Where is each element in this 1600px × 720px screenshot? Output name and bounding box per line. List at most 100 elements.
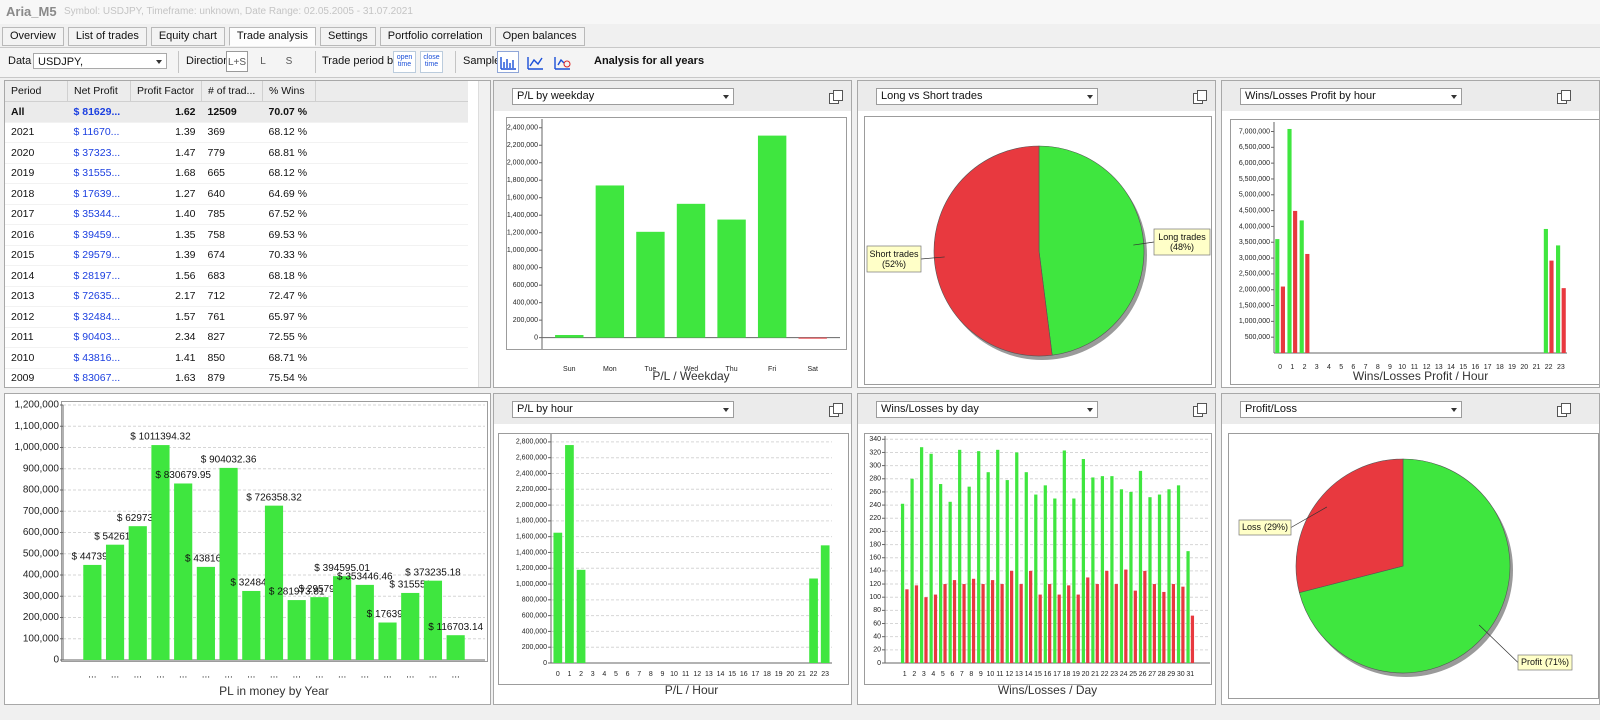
bar bbox=[1167, 489, 1171, 663]
symbol-combo[interactable]: USDJPY, bbox=[33, 53, 167, 69]
x-tick-label: 20 bbox=[786, 671, 794, 678]
table-cell: 1.40 bbox=[130, 204, 202, 225]
y-tick-label: 600,000 bbox=[522, 612, 547, 619]
table-row[interactable]: 2010 $ 43816... 1.41 850 68.71 % bbox=[5, 347, 468, 369]
direction-button[interactable]: L bbox=[260, 56, 266, 67]
copy-button[interactable] bbox=[828, 402, 844, 418]
y-tick-label: 1,200,000 bbox=[15, 400, 60, 411]
pie-slice bbox=[1038, 145, 1145, 356]
copy-button[interactable] bbox=[828, 89, 844, 105]
x-tick-label: ... bbox=[224, 670, 232, 681]
tab[interactable]: List of trades bbox=[67, 27, 147, 46]
x-tick-label: 17 bbox=[752, 671, 760, 678]
bar bbox=[996, 449, 1000, 663]
x-tick-label: 13 bbox=[705, 671, 713, 678]
bar bbox=[555, 335, 584, 338]
table-cell: 1.56 bbox=[130, 265, 202, 287]
dropdown-arrow bbox=[1451, 408, 1457, 412]
copy-button[interactable] bbox=[1192, 402, 1208, 418]
chart-selector[interactable]: Profit/Loss bbox=[1240, 401, 1462, 418]
table-row[interactable]: 2012 $ 32484... 1.57 761 65.97 % bbox=[5, 306, 468, 328]
table-cell-spacer bbox=[315, 204, 468, 225]
value-label: $ 176398 bbox=[367, 609, 409, 620]
tab[interactable]: Overview bbox=[2, 27, 64, 46]
table-row[interactable]: 2020 $ 37323... 1.47 779 68.81 % bbox=[5, 142, 468, 164]
chart-header: P/L by weekday bbox=[494, 81, 851, 111]
table-cell-spacer bbox=[315, 245, 468, 266]
tab[interactable]: Trade analysis bbox=[228, 27, 317, 46]
x-tick-label: Fri bbox=[768, 366, 777, 373]
table-cell-spacer bbox=[315, 347, 468, 369]
chart-selector[interactable]: P/L by hour bbox=[512, 401, 734, 418]
x-tick-label: 0 bbox=[1278, 364, 1282, 371]
y-tick-label: 5,500,000 bbox=[1239, 176, 1270, 183]
chart-selector[interactable]: Wins/Losses by day bbox=[876, 401, 1098, 418]
bar bbox=[355, 584, 374, 660]
tab[interactable]: Equity chart bbox=[150, 27, 225, 46]
icon-sample bbox=[554, 57, 570, 70]
table-row[interactable]: All $ 81629... 1.62 12509 70.07 % bbox=[5, 101, 468, 123]
x-tick-label: ... bbox=[429, 670, 437, 681]
table-row[interactable]: 2013 $ 72635... 2.17 712 72.47 % bbox=[5, 286, 468, 307]
direction-button[interactable]: L+S bbox=[226, 51, 248, 72]
copy-button[interactable] bbox=[1556, 89, 1572, 105]
close-time-button[interactable]: close time bbox=[420, 51, 443, 73]
direction-button[interactable]: S bbox=[285, 56, 293, 67]
y-tick-label: 200,000 bbox=[522, 644, 547, 651]
table-cell: $ 90403... bbox=[67, 327, 131, 348]
slice-label: Long trades (48%) bbox=[1158, 232, 1206, 252]
chart-selector[interactable]: Long vs Short trades bbox=[876, 88, 1098, 105]
bar bbox=[1148, 497, 1152, 663]
tab[interactable]: Open balances bbox=[494, 27, 585, 46]
table-row[interactable]: 2015 $ 29579... 1.39 674 70.33 % bbox=[5, 245, 468, 266]
x-tick-label: 1 bbox=[903, 671, 907, 678]
x-tick-label: 18 bbox=[1063, 671, 1071, 678]
y-tick-label: 2,000,000 bbox=[1239, 287, 1270, 294]
bar bbox=[1561, 288, 1566, 353]
tab[interactable]: Settings bbox=[320, 27, 376, 46]
copy-icon bbox=[833, 403, 843, 414]
chart-selector[interactable]: Wins/Losses Profit by hour bbox=[1240, 88, 1462, 105]
bar bbox=[948, 501, 952, 663]
bar bbox=[1000, 584, 1004, 663]
bar bbox=[1019, 584, 1023, 663]
x-tick-label: 1 bbox=[1290, 364, 1294, 371]
value-label: $ 295796 bbox=[299, 584, 341, 595]
table-row[interactable]: 2016 $ 39459... 1.35 758 69.53 % bbox=[5, 224, 468, 246]
table-row[interactable]: 2014 $ 28197... 1.56 683 68.18 % bbox=[5, 265, 468, 287]
y-tick-label: 2,000,000 bbox=[516, 502, 547, 509]
x-tick-label: 28 bbox=[1158, 671, 1166, 678]
x-tick-label: 18 bbox=[763, 671, 771, 678]
table-row[interactable]: 2011 $ 90403... 2.34 827 72.55 % bbox=[5, 327, 468, 348]
bar bbox=[1038, 594, 1042, 663]
x-tick-label: 14 bbox=[1447, 364, 1455, 371]
table-cell: 683 bbox=[201, 265, 263, 287]
table-row[interactable]: 2009 $ 83067... 1.63 879 75.54 % bbox=[5, 368, 468, 387]
table-row[interactable]: 2021 $ 11670... 1.39 369 68.12 % bbox=[5, 122, 468, 143]
copy-button[interactable] bbox=[1556, 402, 1572, 418]
x-axis-label: Wins/Losses / Day bbox=[998, 683, 1097, 697]
x-tick-label: ... bbox=[202, 670, 210, 681]
pie-slice bbox=[1295, 458, 1404, 593]
x-tick-label: 2 bbox=[1303, 364, 1307, 371]
value-label: $ 726358.32 bbox=[246, 492, 302, 503]
pie-slice bbox=[1298, 458, 1511, 674]
table-row[interactable]: 2017 $ 35344... 1.40 785 67.52 % bbox=[5, 204, 468, 225]
y-tick-label: 100,000 bbox=[23, 633, 60, 644]
bar bbox=[576, 569, 586, 663]
x-tick-label: 20 bbox=[1520, 364, 1528, 371]
table-cell: 2.17 bbox=[130, 286, 202, 307]
chart-selector[interactable]: P/L by weekday bbox=[512, 88, 734, 105]
x-tick-label: 15 bbox=[728, 671, 736, 678]
copy-button[interactable] bbox=[1192, 89, 1208, 105]
separator bbox=[315, 51, 316, 73]
bar bbox=[1095, 584, 1099, 663]
scrollbar[interactable] bbox=[478, 81, 490, 387]
table-row[interactable]: 2018 $ 17639... 1.27 640 64.69 % bbox=[5, 183, 468, 205]
table-row[interactable]: 2019 $ 31555... 1.68 665 68.12 % bbox=[5, 163, 468, 184]
chart: 0 200,000 400,000 600,000 800,000 1,000,000 1,… bbox=[498, 433, 849, 697]
open-time-button[interactable]: open time bbox=[393, 51, 416, 73]
bar bbox=[242, 590, 261, 660]
tab[interactable]: Portfolio correlation bbox=[379, 27, 491, 46]
sample-icons[interactable] bbox=[497, 51, 579, 73]
